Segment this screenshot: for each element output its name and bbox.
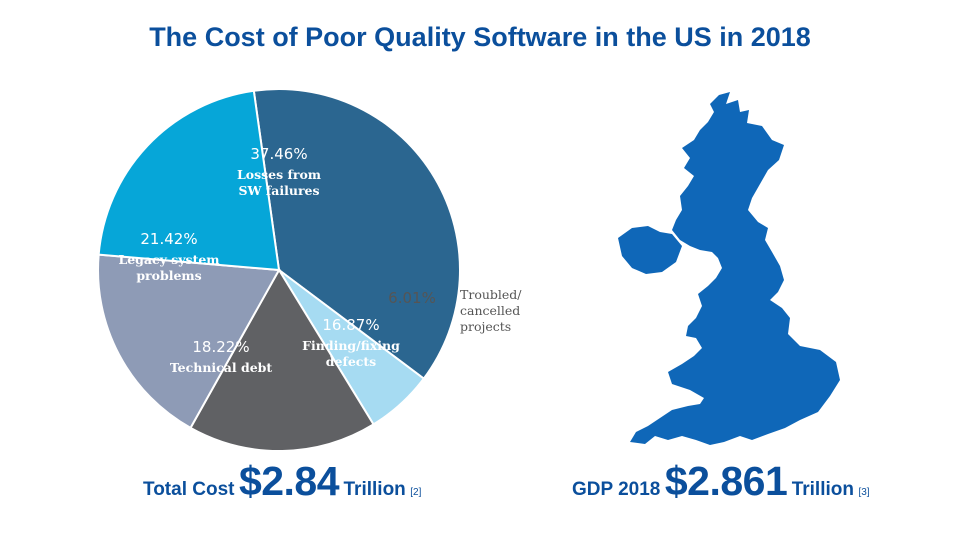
- gdp-label: GDP 2018: [572, 479, 661, 500]
- gdp-caption: GDP 2018 $2.861 Trillion [3]: [572, 458, 870, 505]
- gdp-amount: $2.861: [664, 458, 788, 504]
- slice-category-label: projects: [460, 319, 511, 334]
- pie-slice: [252, 88, 461, 381]
- gdp-unit: Trillion: [791, 479, 854, 500]
- slice-category-label: defects: [326, 354, 376, 369]
- pie-slice: [97, 253, 281, 430]
- slice-category-label: Finding/fixing: [302, 338, 400, 353]
- total-cost-reference: [2]: [410, 487, 422, 498]
- slice-percent-label: 21.42%: [140, 230, 197, 248]
- slice-category-label: cancelled: [460, 303, 520, 318]
- total-cost-unit: Trillion: [343, 479, 406, 500]
- pie-slice: [189, 268, 375, 452]
- slice-category-label: Losses from: [237, 167, 321, 182]
- page-title: The Cost of Poor Quality Software in the…: [149, 22, 811, 52]
- total-cost-caption: Total Cost $2.84 Trillion [2]: [143, 458, 421, 505]
- total-cost-label: Total Cost: [143, 479, 235, 500]
- slice-percent-label: 18.22%: [192, 338, 249, 356]
- total-cost-amount: $2.84: [238, 458, 340, 504]
- slice-category-label: SW failures: [238, 183, 319, 198]
- slice-category-label: Legacy system: [118, 252, 219, 267]
- slice-category-label: problems: [136, 268, 201, 283]
- northern-ireland-shape: [618, 226, 682, 274]
- slice-percent-label: 6.01%: [388, 289, 436, 307]
- slice-category-label: Troubled/: [460, 287, 522, 302]
- pie-slice: [97, 89, 281, 272]
- slice-category-label: Technical debt: [170, 360, 273, 375]
- gdp-reference: [3]: [858, 487, 870, 498]
- great-britain-shape: [630, 92, 840, 445]
- slice-percent-label: 16.87%: [322, 316, 379, 334]
- slice-percent-label: 37.46%: [250, 145, 307, 163]
